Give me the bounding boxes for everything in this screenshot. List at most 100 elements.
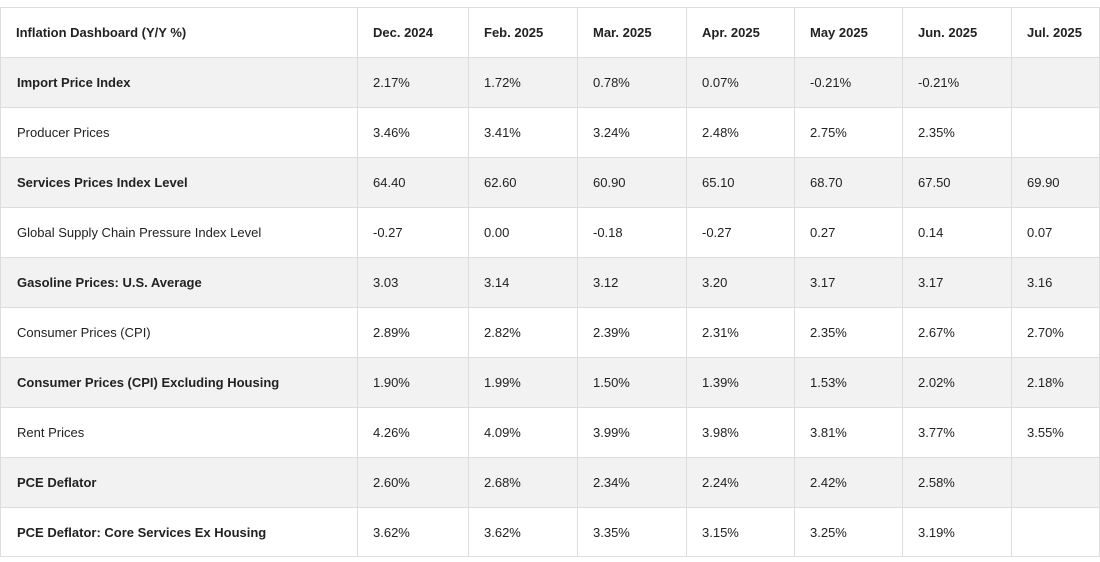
- table-cell: 3.98%: [686, 407, 795, 458]
- table-cell: 2.31%: [686, 307, 795, 358]
- table-cell: 4.09%: [468, 407, 578, 458]
- table-row: Import Price Index 2.17% 1.72% 0.78% 0.07% -0…: [0, 57, 1100, 108]
- row-label: Global Supply Chain Pressure Index Level: [0, 207, 358, 258]
- table-cell: 3.15%: [686, 507, 795, 557]
- table-cell: 2.24%: [686, 457, 795, 508]
- table-cell: 2.70%: [1011, 307, 1100, 358]
- table-row: Global Supply Chain Pressure Index Level…: [0, 207, 1100, 258]
- table-cell: 3.55%: [1011, 407, 1100, 458]
- table-cell: -0.21%: [794, 57, 903, 108]
- table-row: Consumer Prices (CPI) Excluding Housing 1…: [0, 357, 1100, 408]
- column-header-feb-2025: Feb. 2025: [468, 7, 578, 58]
- table-header-row: Inflation Dashboard (Y/Y %) Dec. 2024 Fe…: [0, 7, 1100, 58]
- table-cell: 3.17: [794, 257, 903, 308]
- inflation-dashboard-table: Inflation Dashboard (Y/Y %) Dec. 2024 Fe…: [0, 7, 1100, 557]
- table-row: Services Prices Index Level 64.40 62.60 60.…: [0, 157, 1100, 208]
- table-cell: 65.10: [686, 157, 795, 208]
- table-cell: 3.99%: [577, 407, 687, 458]
- column-header-jul-2025: Jul. 2025: [1011, 7, 1100, 58]
- table-cell: 1.99%: [468, 357, 578, 408]
- row-label: Consumer Prices (CPI): [0, 307, 358, 358]
- table-cell: 3.81%: [794, 407, 903, 458]
- column-header-mar-2025: Mar. 2025: [577, 7, 687, 58]
- row-label: Gasoline Prices: U.S. Average: [0, 257, 358, 308]
- table-cell: 3.24%: [577, 107, 687, 158]
- table-row: PCE Deflator 2.60% 2.68% 2.34% 2.24% 2.42% 2.5…: [0, 457, 1100, 508]
- table-cell: 2.58%: [902, 457, 1012, 508]
- table-cell: 4.26%: [357, 407, 469, 458]
- table-cell: 68.70: [794, 157, 903, 208]
- column-header-apr-2025: Apr. 2025: [686, 7, 795, 58]
- table-cell: 2.67%: [902, 307, 1012, 358]
- table-row: Consumer Prices (CPI) 2.89% 2.82% 2.39% 2.31…: [0, 307, 1100, 358]
- table-cell: [1011, 507, 1100, 557]
- table-cell: [1011, 57, 1100, 108]
- table-cell: 3.03: [357, 257, 469, 308]
- table-cell: 2.35%: [794, 307, 903, 358]
- table-cell: [1011, 107, 1100, 158]
- table-cell: 3.12: [577, 257, 687, 308]
- table-cell: 1.50%: [577, 357, 687, 408]
- column-header-jun-2025: Jun. 2025: [902, 7, 1012, 58]
- column-header-title: Inflation Dashboard (Y/Y %): [0, 7, 358, 58]
- row-label: Producer Prices: [0, 107, 358, 158]
- table-cell: 67.50: [902, 157, 1012, 208]
- table-cell: 60.90: [577, 157, 687, 208]
- table-row: Rent Prices 4.26% 4.09% 3.99% 3.98% 3.81% 3.77…: [0, 407, 1100, 458]
- column-header-may-2025: May 2025: [794, 7, 903, 58]
- table-cell: 3.35%: [577, 507, 687, 557]
- table-cell: 3.77%: [902, 407, 1012, 458]
- table-cell: 3.41%: [468, 107, 578, 158]
- row-label: Import Price Index: [0, 57, 358, 108]
- table-cell: 2.42%: [794, 457, 903, 508]
- table-cell: 0.07%: [686, 57, 795, 108]
- table-cell: 0.14: [902, 207, 1012, 258]
- table-cell: 2.17%: [357, 57, 469, 108]
- row-label: Consumer Prices (CPI) Excluding Housing: [0, 357, 358, 408]
- table-cell: 2.48%: [686, 107, 795, 158]
- table-cell: 3.19%: [902, 507, 1012, 557]
- table-cell: 2.35%: [902, 107, 1012, 158]
- table-cell: 3.14: [468, 257, 578, 308]
- table-cell: 2.68%: [468, 457, 578, 508]
- row-label: PCE Deflator: Core Services Ex Housing: [0, 507, 358, 557]
- table-body: Import Price Index 2.17% 1.72% 0.78% 0.07% -0…: [0, 57, 1100, 557]
- table-cell: 2.60%: [357, 457, 469, 508]
- table-cell: 1.72%: [468, 57, 578, 108]
- table-cell: 3.46%: [357, 107, 469, 158]
- table-cell: 2.34%: [577, 457, 687, 508]
- table-cell: [1011, 457, 1100, 508]
- column-header-dec-2024: Dec. 2024: [357, 7, 469, 58]
- table-cell: 3.16: [1011, 257, 1100, 308]
- table-cell: 0.07: [1011, 207, 1100, 258]
- table-cell: 0.27: [794, 207, 903, 258]
- table-cell: -0.27: [357, 207, 469, 258]
- table-cell: -0.27: [686, 207, 795, 258]
- table-cell: 3.20: [686, 257, 795, 308]
- table-cell: 2.02%: [902, 357, 1012, 408]
- table-cell: -0.18: [577, 207, 687, 258]
- table-cell: 1.53%: [794, 357, 903, 408]
- row-label: PCE Deflator: [0, 457, 358, 508]
- table-cell: 62.60: [468, 157, 578, 208]
- table-row: PCE Deflator: Core Services Ex Housing 3.…: [0, 507, 1100, 557]
- table-cell: 2.18%: [1011, 357, 1100, 408]
- table-cell: 3.17: [902, 257, 1012, 308]
- table-cell: 3.25%: [794, 507, 903, 557]
- table-cell: 64.40: [357, 157, 469, 208]
- table-cell: 2.82%: [468, 307, 578, 358]
- table-cell: 0.00: [468, 207, 578, 258]
- table-row: Producer Prices 3.46% 3.41% 3.24% 2.48% 2.75%…: [0, 107, 1100, 158]
- table-cell: 0.78%: [577, 57, 687, 108]
- table-cell: 1.39%: [686, 357, 795, 408]
- table-cell: 2.75%: [794, 107, 903, 158]
- table-cell: 1.90%: [357, 357, 469, 408]
- table-cell: 69.90: [1011, 157, 1100, 208]
- table-row: Gasoline Prices: U.S. Average 3.03 3.14 3.1…: [0, 257, 1100, 308]
- table-cell: 3.62%: [357, 507, 469, 557]
- row-label: Rent Prices: [0, 407, 358, 458]
- table-cell: 2.89%: [357, 307, 469, 358]
- row-label: Services Prices Index Level: [0, 157, 358, 208]
- table-cell: -0.21%: [902, 57, 1012, 108]
- table-cell: 2.39%: [577, 307, 687, 358]
